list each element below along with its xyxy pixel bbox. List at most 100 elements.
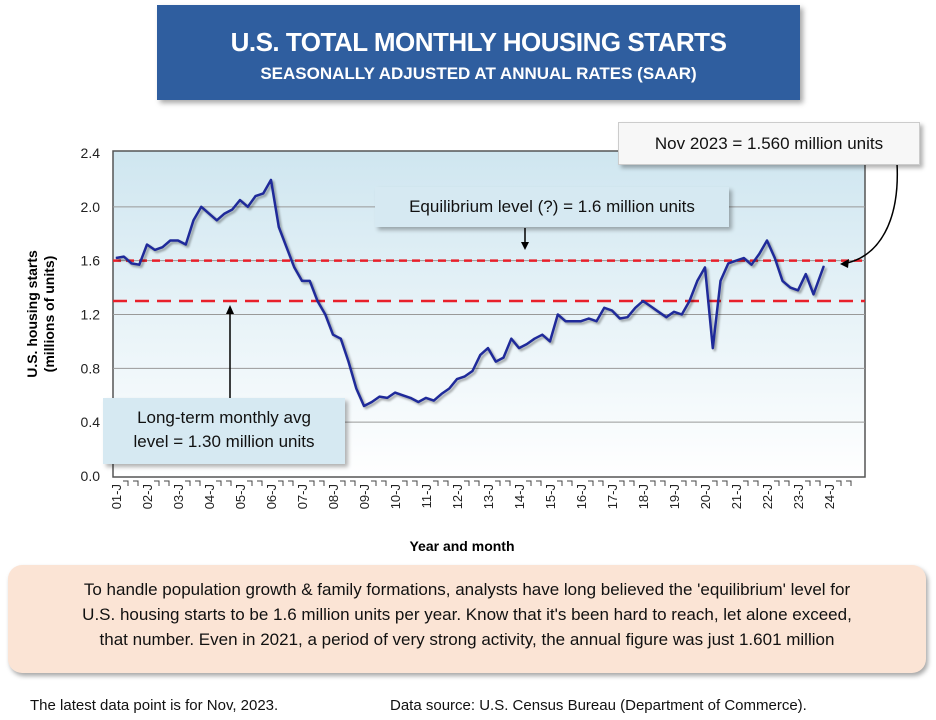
equilibrium-arrowhead	[521, 242, 529, 250]
note-line: To handle population growth & family for…	[83, 580, 851, 599]
housing-starts-chart: 0.0 0.4 0.8 1.2 1.6 2.0 2.4 01-J 02-J 03-J 04-J 05…	[24, 145, 899, 554]
data-point	[348, 361, 349, 363]
data-point	[634, 307, 636, 309]
data-point	[495, 361, 497, 363]
series-line	[115, 178, 825, 408]
long-term-line1: Long-term monthly avg	[137, 408, 311, 427]
data-point	[642, 300, 644, 302]
long-term-callout: Long-term monthly avg level = 1.30 milli…	[103, 398, 345, 464]
x-minor-tick	[691, 480, 697, 486]
x-minor-tick	[309, 480, 315, 486]
data-point	[735, 260, 737, 262]
y-tick-label: 1.2	[81, 307, 101, 323]
x-minor-tick	[216, 480, 222, 486]
data-point	[479, 354, 481, 356]
data-point	[823, 265, 825, 267]
data-point	[650, 305, 652, 307]
x-minor-tick	[712, 480, 718, 486]
note-line: that number. Even in 2021, a period of v…	[99, 630, 835, 649]
x-tick-label: 08-J	[326, 484, 341, 509]
data-point	[231, 209, 233, 211]
data-point	[239, 199, 241, 201]
data-point	[185, 244, 187, 246]
x-minor-tick	[753, 480, 759, 486]
x-minor-tick	[774, 480, 780, 486]
data-point	[596, 320, 597, 322]
x-minor-tick	[464, 480, 470, 486]
data-point	[340, 338, 342, 340]
note-line: U.S. housing starts to be 1.6 million un…	[82, 605, 852, 624]
x-minor-tick	[412, 480, 418, 486]
y-tick-label: 1.6	[81, 253, 101, 269]
data-point	[526, 343, 528, 345]
data-point	[301, 280, 303, 282]
x-minor-tick	[722, 480, 728, 486]
x-minor-tick	[278, 480, 284, 486]
x-minor-tick	[474, 480, 480, 486]
data-point	[487, 347, 489, 349]
data-point	[797, 289, 799, 291]
data-point	[177, 239, 179, 241]
data-point	[169, 239, 171, 241]
data-point	[448, 388, 450, 390]
x-minor-tick	[154, 480, 160, 486]
data-point	[572, 320, 574, 322]
data-point	[208, 213, 210, 215]
x-minor-tick	[381, 480, 387, 486]
x-minor-tick	[836, 480, 842, 486]
x-minor-tick	[123, 480, 129, 486]
x-minor-tick	[371, 480, 377, 486]
x-tick-label: 07-J	[295, 484, 310, 509]
data-point	[402, 394, 404, 396]
data-point	[805, 273, 807, 275]
data-point	[603, 307, 605, 309]
data-point	[696, 280, 698, 282]
data-point	[355, 388, 357, 390]
x-minor-tick	[681, 480, 687, 486]
x-minor-tick	[402, 480, 408, 486]
latest-data-note: The latest data point is for Nov, 2023.	[30, 697, 279, 714]
data-point	[255, 195, 256, 197]
x-minor-tick	[185, 480, 191, 486]
x-axis-label: Year and month	[409, 538, 514, 554]
data-point	[510, 338, 512, 340]
data-point	[541, 334, 543, 336]
x-minor-tick	[536, 480, 542, 486]
x-tick-label: 13-J	[481, 484, 496, 509]
equilibrium-callout: Equilibrium level (?) = 1.6 million unit…	[375, 187, 729, 227]
y-tick-label: 2.0	[81, 199, 101, 215]
data-point	[363, 405, 365, 407]
data-point	[146, 244, 148, 246]
data-point	[712, 347, 714, 349]
data-point	[115, 257, 117, 259]
x-tick-label: 17-J	[605, 484, 620, 509]
data-point	[472, 370, 473, 372]
x-minor-tick	[784, 480, 790, 486]
data-point	[704, 266, 706, 268]
data-point	[441, 393, 442, 395]
data-point	[534, 338, 535, 340]
data-point	[665, 316, 667, 318]
data-point	[386, 397, 388, 399]
x-tick-label: 03-J	[171, 484, 186, 509]
data-point	[293, 266, 295, 268]
data-point	[433, 400, 435, 402]
x-tick-label: 06-J	[264, 484, 279, 509]
data-point	[565, 320, 566, 322]
x-tick-label: 12-J	[450, 484, 465, 509]
data-point	[286, 246, 287, 248]
data-point	[247, 206, 249, 208]
x-minor-tick	[226, 480, 232, 486]
data-point	[503, 357, 504, 359]
data-point	[224, 213, 225, 215]
x-tick-label: 15-J	[543, 484, 558, 509]
x-tick-label: 02-J	[140, 484, 155, 509]
x-minor-tick	[133, 480, 139, 486]
x-minor-tick	[846, 480, 852, 486]
data-point	[751, 264, 752, 266]
x-minor-tick	[257, 480, 263, 486]
x-minor-tick	[443, 480, 449, 486]
x-tick-label: 11-J	[419, 484, 434, 508]
x-tick-label: 14-J	[512, 484, 527, 509]
y-tick-label: 0.8	[81, 360, 101, 376]
